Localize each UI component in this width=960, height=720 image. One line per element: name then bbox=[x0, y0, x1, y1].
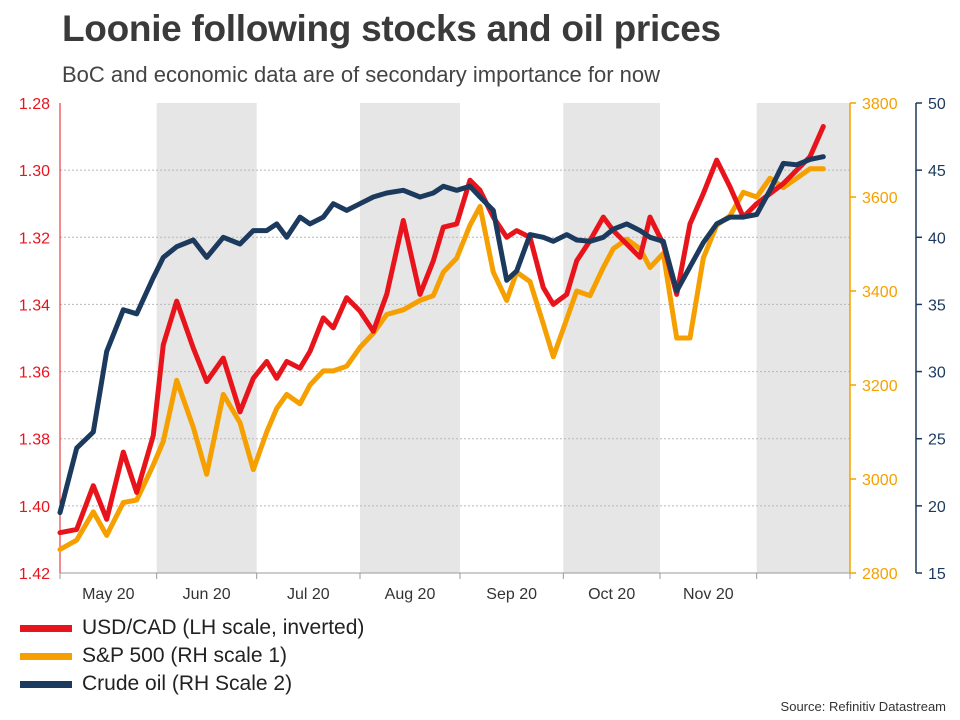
x-tick-label: Sep 20 bbox=[486, 586, 537, 603]
right-axis-1-tick-label: 3600 bbox=[862, 190, 898, 207]
left-tick-label: 1.40 bbox=[19, 499, 50, 516]
shaded-month-band-2 bbox=[563, 103, 660, 573]
chart-legend: USD/CAD (LH scale, inverted) S&P 500 (RH… bbox=[20, 614, 364, 698]
x-tick-label: May 20 bbox=[82, 586, 135, 603]
legend-item-sp500: S&P 500 (RH scale 1) bbox=[20, 642, 364, 670]
right-axis-2-tick-label: 20 bbox=[928, 499, 946, 516]
right-axis-1-tick-label: 3400 bbox=[862, 284, 898, 301]
series-line-usd-cad-lh-scale-inverted bbox=[57, 124, 826, 536]
left-tick-label: 1.30 bbox=[19, 163, 50, 180]
right-axis-2-tick-label: 35 bbox=[928, 297, 946, 314]
series-line-s-p-500-rh-scale-1 bbox=[57, 166, 826, 552]
legend-swatch-sp500 bbox=[20, 652, 72, 660]
x-tick-label: Nov 20 bbox=[683, 586, 734, 603]
series-line-crude-oil-rh-scale-2 bbox=[57, 154, 826, 516]
legend-item-usdcad: USD/CAD (LH scale, inverted) bbox=[20, 614, 364, 642]
right-axis-1-tick-label: 3200 bbox=[862, 378, 898, 395]
right-axis-2-tick-label: 15 bbox=[928, 566, 946, 583]
chart-title: Loonie following stocks and oil prices bbox=[62, 8, 721, 49]
legend-label-sp500: S&P 500 (RH scale 1) bbox=[82, 644, 288, 667]
x-tick-label: Jul 20 bbox=[287, 586, 330, 603]
right-axis-2-tick-label: 25 bbox=[928, 432, 946, 449]
left-tick-label: 1.38 bbox=[19, 432, 50, 449]
legend-swatch-crude-oil bbox=[20, 680, 72, 688]
x-tick-label: Oct 20 bbox=[588, 586, 635, 603]
legend-label-usdcad: USD/CAD (LH scale, inverted) bbox=[82, 616, 365, 639]
right-axis-1-tick-label: 3000 bbox=[862, 472, 898, 489]
right-axis-1-tick-label: 3800 bbox=[862, 96, 898, 113]
left-tick-label: 1.36 bbox=[19, 365, 50, 382]
right-axis-2-tick-label: 40 bbox=[928, 230, 946, 247]
left-tick-label: 1.32 bbox=[19, 230, 50, 247]
right-axis-2-tick-label: 30 bbox=[928, 365, 946, 382]
chart-subtitle: BoC and economic data are of secondary i… bbox=[62, 62, 660, 87]
right-axis-1-tick-label: 2800 bbox=[862, 566, 898, 583]
right-axis-2-tick-label: 50 bbox=[928, 96, 946, 113]
legend-swatch-usdcad bbox=[20, 624, 72, 632]
legend-item-crude-oil: Crude oil (RH Scale 2) bbox=[20, 670, 364, 698]
x-tick-label: Jun 20 bbox=[183, 586, 231, 603]
legend-label-crude-oil: Crude oil (RH Scale 2) bbox=[82, 672, 293, 695]
left-tick-label: 1.28 bbox=[19, 96, 50, 113]
shaded-month-band-1 bbox=[360, 103, 460, 573]
shaded-month-band-0 bbox=[156, 103, 257, 573]
right-axis-2-tick-label: 45 bbox=[928, 163, 946, 180]
source-note: Source: Refinitiv Datastream bbox=[780, 699, 946, 714]
x-tick-label: Aug 20 bbox=[385, 586, 436, 603]
left-tick-label: 1.42 bbox=[19, 566, 50, 583]
left-tick-label: 1.34 bbox=[19, 297, 50, 314]
